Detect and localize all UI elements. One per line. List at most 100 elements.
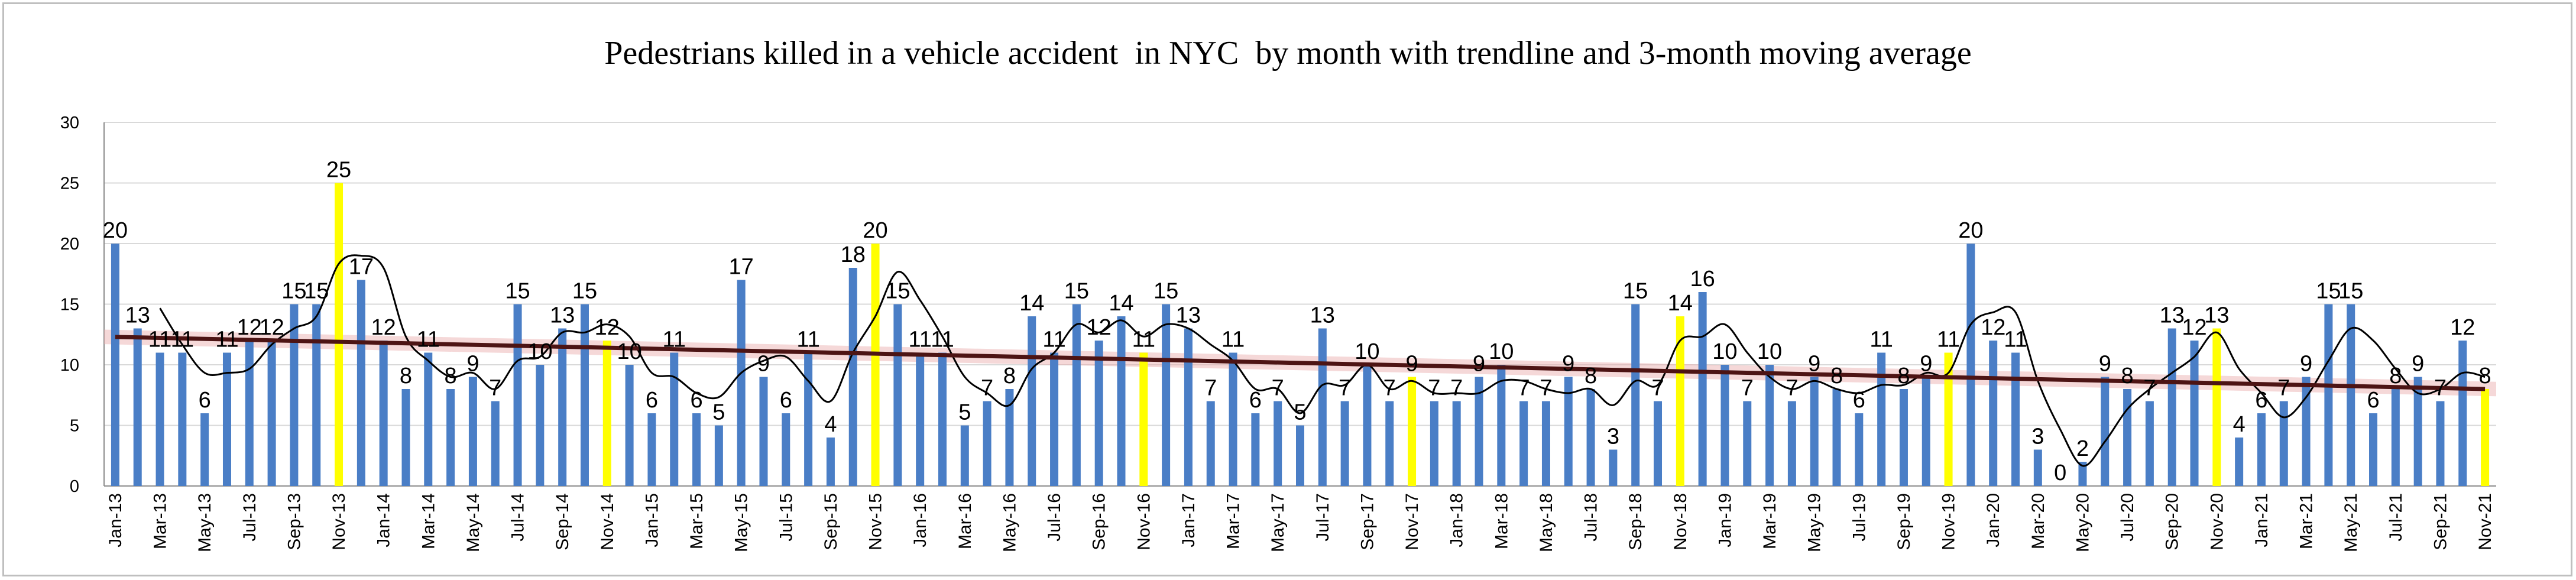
x-tick-label: Nov-15 bbox=[866, 493, 886, 550]
bar bbox=[424, 352, 433, 486]
bar bbox=[2033, 449, 2042, 486]
data-label: 13 bbox=[1310, 303, 1335, 328]
bar bbox=[1274, 401, 1282, 486]
data-label: 12 bbox=[2450, 315, 2475, 340]
data-label: 9 bbox=[2099, 352, 2111, 377]
data-label: 12 bbox=[1087, 315, 1112, 340]
x-tick-label: Nov-20 bbox=[2207, 493, 2227, 550]
bar bbox=[2235, 438, 2244, 486]
bar bbox=[1340, 401, 1349, 486]
bar bbox=[290, 304, 299, 486]
data-label: 9 bbox=[2300, 352, 2312, 377]
data-label: 11 bbox=[908, 328, 931, 352]
y-tick-label: 25 bbox=[60, 174, 79, 193]
x-tick-label: Mar-20 bbox=[2029, 493, 2048, 549]
data-label: 9 bbox=[757, 352, 770, 377]
data-label: 25 bbox=[326, 158, 351, 183]
data-label: 11 bbox=[1042, 328, 1065, 352]
data-label: 20 bbox=[863, 218, 887, 243]
bar bbox=[1564, 377, 1573, 486]
bar bbox=[647, 413, 656, 486]
data-label: 15 bbox=[505, 279, 530, 304]
data-label: 15 bbox=[2316, 279, 2341, 304]
data-label: 17 bbox=[349, 255, 374, 280]
bar bbox=[804, 352, 813, 486]
data-label: 7 bbox=[1450, 376, 1463, 401]
bar bbox=[2302, 377, 2311, 486]
x-tick-label: Mar-18 bbox=[1492, 493, 1511, 549]
bar bbox=[1765, 365, 1774, 486]
data-label: 11 bbox=[215, 328, 238, 352]
x-tick-label: May-21 bbox=[2341, 493, 2361, 552]
x-tick-label: Jan-17 bbox=[1179, 493, 1198, 547]
data-label: 12 bbox=[2182, 315, 2206, 340]
chart-title: Pedestrians killed in a vehicle accident… bbox=[604, 35, 1972, 72]
x-tick-label: Jul-14 bbox=[508, 493, 528, 542]
bar bbox=[1139, 352, 1148, 486]
bar bbox=[401, 389, 410, 486]
bar bbox=[2436, 401, 2445, 486]
bar bbox=[1430, 401, 1438, 486]
data-label: 10 bbox=[1355, 339, 1379, 364]
data-label: 7 bbox=[2434, 376, 2447, 401]
y-tick-label: 0 bbox=[70, 477, 79, 496]
x-tick-label: Nov-16 bbox=[1134, 493, 1153, 550]
data-label: 11 bbox=[171, 328, 194, 352]
data-label: 13 bbox=[125, 303, 150, 328]
bar bbox=[1452, 401, 1461, 486]
x-tick-label: Jul-13 bbox=[240, 493, 260, 542]
bar bbox=[2167, 328, 2176, 486]
data-label: 8 bbox=[2479, 364, 2491, 388]
data-label: 7 bbox=[489, 376, 501, 401]
data-label: 12 bbox=[1981, 315, 2005, 340]
bar bbox=[1251, 413, 1260, 486]
bar bbox=[1787, 401, 1796, 486]
data-label: 15 bbox=[885, 279, 910, 304]
data-label: 7 bbox=[1204, 376, 1217, 401]
bar bbox=[1072, 304, 1081, 486]
data-label: 8 bbox=[400, 364, 412, 388]
x-tick-label: Nov-19 bbox=[1939, 493, 1959, 550]
data-label: 13 bbox=[2160, 303, 2185, 328]
data-label: 0 bbox=[2054, 461, 2066, 485]
data-label: 5 bbox=[1294, 400, 1306, 425]
bar bbox=[759, 377, 768, 486]
bar bbox=[1676, 316, 1684, 486]
data-label: 18 bbox=[841, 242, 866, 267]
data-label: 9 bbox=[1405, 352, 1418, 377]
bar bbox=[2011, 352, 2020, 486]
data-label: 11 bbox=[417, 328, 440, 352]
data-label: 11 bbox=[148, 328, 171, 352]
x-tick-label: Jul-15 bbox=[776, 493, 796, 542]
data-label: 14 bbox=[1019, 291, 1044, 316]
bar bbox=[602, 341, 611, 486]
data-label: 12 bbox=[371, 315, 396, 340]
x-tick-label: Jan-20 bbox=[1984, 493, 2003, 547]
data-label: 11 bbox=[663, 328, 686, 352]
bar bbox=[1385, 401, 1394, 486]
bar bbox=[1318, 328, 1327, 486]
bar bbox=[222, 352, 231, 486]
bar bbox=[558, 328, 567, 486]
bar bbox=[1408, 377, 1417, 486]
bar bbox=[1050, 352, 1059, 486]
data-label: 8 bbox=[2121, 364, 2134, 388]
data-label: 14 bbox=[1109, 291, 1133, 316]
x-tick-label: May-13 bbox=[195, 493, 215, 552]
data-label: 6 bbox=[690, 388, 702, 413]
data-label: 11 bbox=[796, 328, 819, 352]
bar bbox=[871, 244, 880, 486]
data-label: 9 bbox=[1920, 352, 1932, 377]
y-tick-label: 5 bbox=[70, 417, 79, 436]
bar bbox=[2391, 389, 2400, 486]
bar bbox=[2190, 341, 2199, 486]
bar bbox=[1363, 365, 1372, 486]
bar bbox=[2279, 401, 2288, 486]
bar bbox=[2347, 304, 2355, 486]
bar bbox=[335, 183, 344, 486]
x-tick-label: Sep-17 bbox=[1357, 493, 1377, 550]
bar bbox=[513, 304, 522, 486]
x-tick-label: Jul-20 bbox=[2118, 493, 2137, 542]
x-tick-label: May-20 bbox=[2073, 493, 2092, 552]
data-label: 4 bbox=[824, 412, 837, 437]
